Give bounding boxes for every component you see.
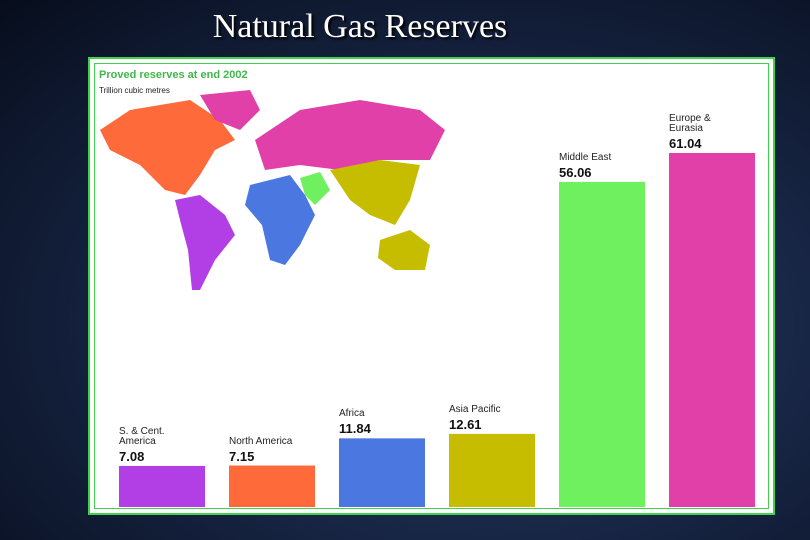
category-label: Middle East: [559, 151, 612, 163]
map-eurasia: [255, 100, 445, 170]
category-label: Asia Pacific: [449, 403, 501, 415]
bar: [559, 181, 645, 507]
map-asia: [330, 160, 420, 225]
bar: [119, 465, 205, 507]
category-label: S. & Cent. America: [119, 425, 165, 447]
value-label: 56.06: [559, 164, 592, 180]
bar: [229, 465, 315, 507]
map-africa: [245, 175, 315, 265]
map-australia: [378, 230, 430, 270]
unit-label: Trillion cubic metres: [99, 86, 170, 95]
map-middle-east: [300, 172, 330, 205]
bar: [449, 433, 535, 507]
value-label: 7.15: [229, 448, 255, 464]
value-label: 12.61: [449, 416, 482, 432]
chart-frame: Proved reserves at end 2002 Trillion cub…: [94, 63, 769, 509]
map-south-america: [175, 195, 235, 290]
bar: [339, 438, 425, 507]
value-label: 61.04: [669, 136, 702, 151]
category-label: North America: [229, 435, 293, 447]
bar: [669, 153, 755, 507]
chart-subtitle: Proved reserves at end 2002: [99, 69, 248, 81]
map-north-america: [100, 100, 235, 195]
world-map: [100, 90, 445, 290]
category-label: Africa: [339, 408, 365, 420]
value-label: 11.84: [339, 421, 371, 437]
category-label: Europe & Eurasia: [669, 113, 711, 134]
slide-title: Natural Gas Reserves: [212, 8, 508, 45]
map-greenland: [200, 90, 260, 130]
value-label: 7.08: [119, 448, 145, 464]
